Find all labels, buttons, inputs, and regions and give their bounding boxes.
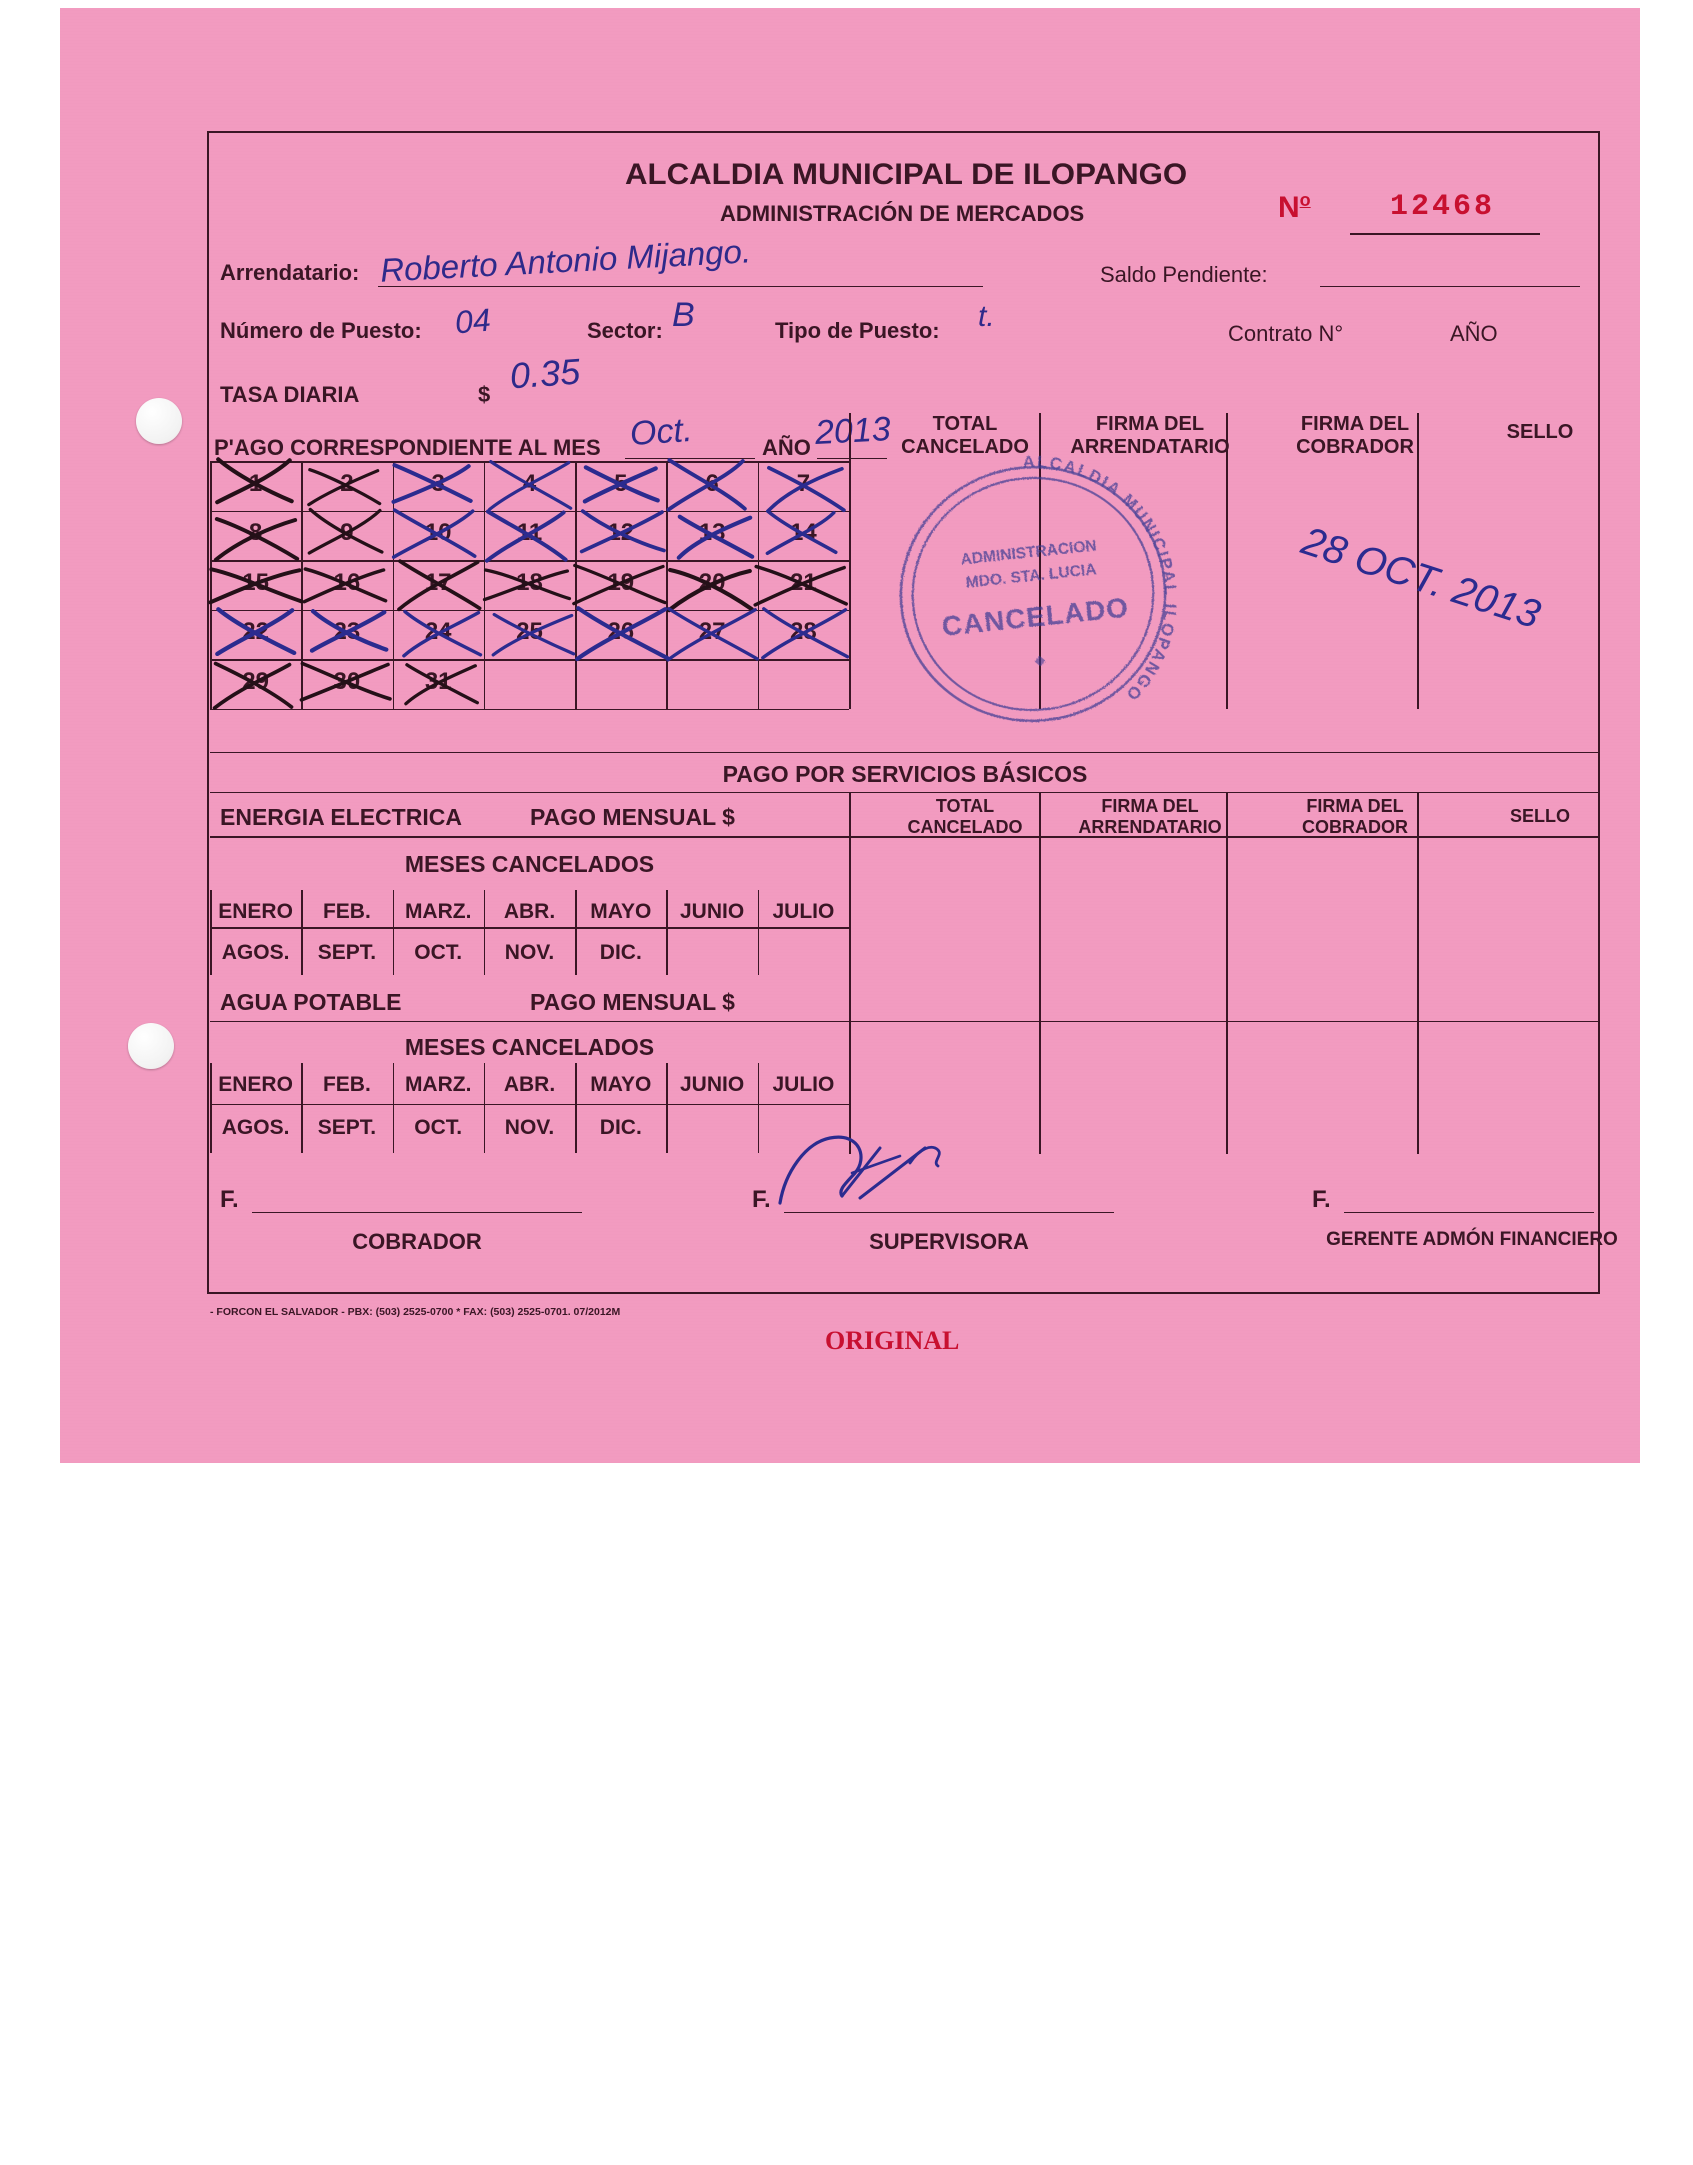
svg-text:◆: ◆ [1033, 652, 1047, 668]
svg-text:CANCELADO: CANCELADO [940, 591, 1130, 641]
